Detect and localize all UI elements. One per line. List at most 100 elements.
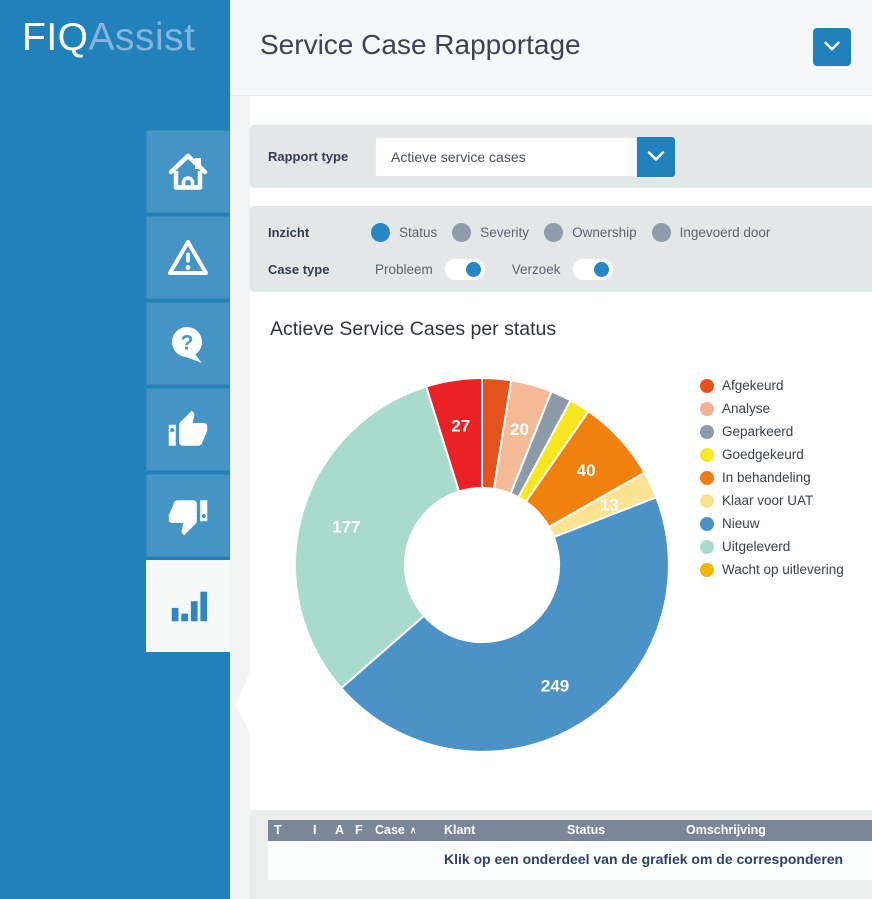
table-column-status[interactable]: Status (567, 823, 606, 837)
slice-value-label: 13 (600, 496, 619, 515)
logo-secondary: Assist (88, 16, 196, 59)
table-column-klant[interactable]: Klant (444, 823, 476, 837)
toggle-knob (465, 261, 481, 277)
inzicht-radio-ownership[interactable]: Ownership (544, 222, 637, 242)
main-content: Service Case Rapportage Rapport type Act… (230, 0, 872, 899)
app-logo: FIQAssist (22, 16, 196, 60)
legend-label: Klaar voor UAT (722, 493, 814, 508)
content-left-margin (230, 96, 250, 899)
page-title: Service Case Rapportage (260, 29, 581, 60)
legend-swatch (700, 424, 714, 439)
table-column-a[interactable]: A (335, 823, 345, 837)
sidebar-item-thumbs-down[interactable] (146, 474, 230, 557)
case-table-section: T I A F Case ∧ Klant Status Omschrijving Klik op… (250, 810, 872, 899)
legend-item-goedgekeurd[interactable]: Goedgekeurd (700, 443, 844, 466)
legend-swatch (700, 470, 714, 485)
chevron-down-icon (819, 33, 845, 62)
legend-item-analyse[interactable]: Analyse (700, 397, 844, 420)
question-bubble-icon: ? (166, 322, 210, 366)
table-column-t[interactable]: T (274, 823, 282, 837)
alert-triangle-icon (166, 236, 210, 280)
slice-value-label: 40 (577, 461, 596, 480)
table-column-case[interactable]: Case ∧ (375, 823, 417, 837)
slice-value-label: 177 (332, 518, 360, 537)
legend-item-uitgeleverd[interactable]: Uitgeleverd (700, 535, 844, 558)
chart-legend: Afgekeurd Analyse Geparkeerd Goedgekeurd In … (700, 374, 844, 581)
page-header: Service Case Rapportage (230, 0, 872, 96)
legend-swatch (700, 447, 714, 462)
bar-chart-icon (167, 585, 209, 627)
rapport-type-select-button[interactable] (637, 137, 675, 177)
legend-label: Analyse (722, 401, 771, 416)
radio-dot[interactable] (371, 222, 390, 242)
donut-slice-nieuw[interactable] (339, 496, 670, 753)
chart-title: Actieve Service Cases per status (270, 318, 557, 340)
legend-item-in-behandeling[interactable]: In behandeling (700, 466, 844, 489)
radio-label: Severity (480, 224, 530, 240)
toggle-label-probleem: Probleem (375, 261, 433, 277)
radio-label: Ownership (572, 224, 637, 240)
donut-slice-uitgeleverd[interactable] (294, 385, 461, 690)
legend-swatch (700, 493, 714, 508)
radio-dot[interactable] (544, 222, 564, 242)
case-type-toggle-group: Probleem Verzoek (375, 256, 640, 282)
legend-label: Geparkeerd (722, 424, 794, 439)
thumbs-up-icon (167, 409, 209, 451)
inzicht-label: Inzicht (268, 225, 310, 240)
donut-slice-wacht-op-uitlevering[interactable] (424, 376, 483, 493)
table-message-row: Klik op een onderdeel van de grafiek om … (268, 841, 872, 880)
legend-swatch (700, 401, 714, 416)
sidebar: FIQAssist ? (0, 0, 230, 899)
toggle-probleem[interactable] (443, 257, 486, 281)
legend-item-geparkeerd[interactable]: Geparkeerd (700, 420, 844, 443)
sidebar-item-question-bubble[interactable]: ? (146, 302, 230, 385)
legend-item-wacht-op-uitlevering[interactable]: Wacht op uitlevering (700, 558, 844, 581)
legend-label: Goedgekeurd (722, 447, 804, 462)
case-type-label: Case type (268, 262, 330, 277)
legend-swatch (700, 378, 714, 393)
legend-swatch (700, 516, 714, 531)
sidebar-item-bar-chart[interactable] (146, 560, 230, 652)
table-hint-message: Klik op een onderdeel van de grafiek om … (444, 851, 844, 867)
table-column-f[interactable]: F (355, 823, 363, 837)
legend-label: Nieuw (722, 516, 760, 531)
table-column-i[interactable]: I (313, 823, 317, 837)
filter-panel: Inzicht Case type Status Severity Ownershi… (250, 206, 872, 292)
inzicht-radio-ingevoerd-door[interactable]: Ingevoerd door (651, 222, 770, 242)
toggle-verzoek[interactable] (571, 257, 614, 281)
legend-swatch (700, 539, 714, 554)
legend-item-nieuw[interactable]: Nieuw (700, 512, 844, 535)
toggle-label-verzoek: Verzoek (511, 261, 561, 277)
legend-label: In behandeling (722, 470, 811, 485)
home-icon (166, 150, 210, 194)
legend-swatch (700, 562, 714, 577)
svg-text:?: ? (181, 331, 194, 354)
toggle-knob (593, 261, 609, 277)
radio-dot[interactable] (452, 222, 472, 242)
inzicht-radio-group: Status Severity Ownership Ingevoerd door (371, 219, 785, 245)
sort-asc-icon: ∧ (409, 825, 417, 835)
chevron-down-icon (642, 142, 670, 173)
radio-label: Status (399, 224, 438, 240)
radio-dot[interactable] (651, 222, 671, 242)
legend-label: Wacht op uitlevering (722, 562, 844, 577)
sidebar-item-alert-triangle[interactable] (146, 216, 230, 299)
legend-label: Uitgeleverd (722, 539, 791, 554)
header-collapse-button[interactable] (813, 28, 851, 66)
sidebar-item-thumbs-up[interactable] (146, 388, 230, 471)
rapport-type-label: Rapport type (268, 149, 349, 164)
sidebar-item-home[interactable] (146, 130, 230, 213)
inzicht-radio-severity[interactable]: Severity (452, 222, 530, 242)
table-column-omschrijving[interactable]: Omschrijving (686, 823, 766, 837)
logo-primary: FIQ (22, 16, 89, 59)
inzicht-radio-status[interactable]: Status (371, 222, 438, 242)
table-header-row: T I A F Case ∧ Klant Status Omschrijving (268, 820, 872, 841)
slice-value-label: 27 (451, 417, 470, 436)
rapport-type-bar: Rapport type Actieve service cases (250, 125, 872, 188)
rapport-type-select[interactable]: Actieve service cases (375, 137, 637, 177)
slice-value-label: 20 (510, 420, 529, 439)
legend-item-klaar-voor-uat[interactable]: Klaar voor UAT (700, 489, 844, 512)
legend-label: Afgekeurd (722, 378, 784, 393)
legend-item-afgekeurd[interactable]: Afgekeurd (700, 374, 844, 397)
